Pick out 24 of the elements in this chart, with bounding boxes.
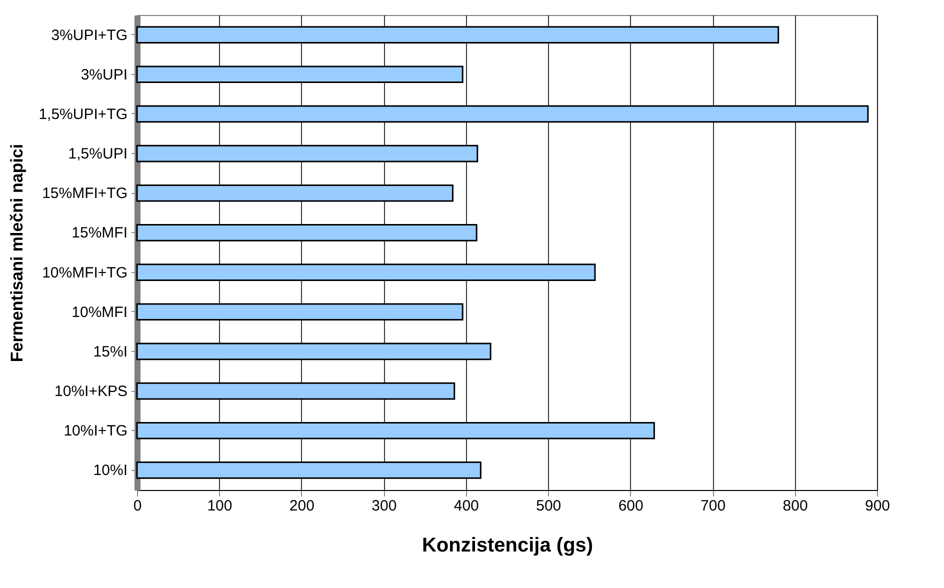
x-tick-label: 400 xyxy=(454,498,479,514)
x-tick-label: 700 xyxy=(700,498,726,514)
y-tick-label: 1,5%UPI+TG xyxy=(38,106,128,123)
x-tick-label: 600 xyxy=(618,498,644,514)
y-tick-label: 15%MFI+TG xyxy=(42,185,128,202)
x-tick-label: 200 xyxy=(289,498,314,514)
y-tick-label: 10%MFI+TG xyxy=(42,264,128,282)
x-tick-label: 100 xyxy=(207,498,232,514)
y-tick-label: 10%I xyxy=(93,462,128,480)
x-tick-label: 800 xyxy=(782,498,808,514)
y-tick-label: 10%I+KPS xyxy=(54,383,128,400)
x-tick-label: 900 xyxy=(864,498,890,514)
x-tick-label: 500 xyxy=(536,498,562,514)
y-tick-label: 3%UPI+TG xyxy=(51,26,128,44)
y-tick-label: 3%UPI xyxy=(80,66,128,84)
y-axis-title: Fermentisani mlečni napici xyxy=(8,144,27,362)
y-tick-label: 10%I+TG xyxy=(64,422,128,440)
y-tick-label: 10%MFI xyxy=(72,304,128,321)
x-axis-title: Konzistencija (gs) xyxy=(422,534,594,556)
y-tick-label: 1,5%UPI xyxy=(68,146,128,163)
y-tick-label: 15%I xyxy=(93,343,128,360)
x-tick-label: 300 xyxy=(372,498,397,514)
x-tick-label: 0 xyxy=(133,498,142,514)
y-tick-label: 15%MFI xyxy=(72,224,128,242)
